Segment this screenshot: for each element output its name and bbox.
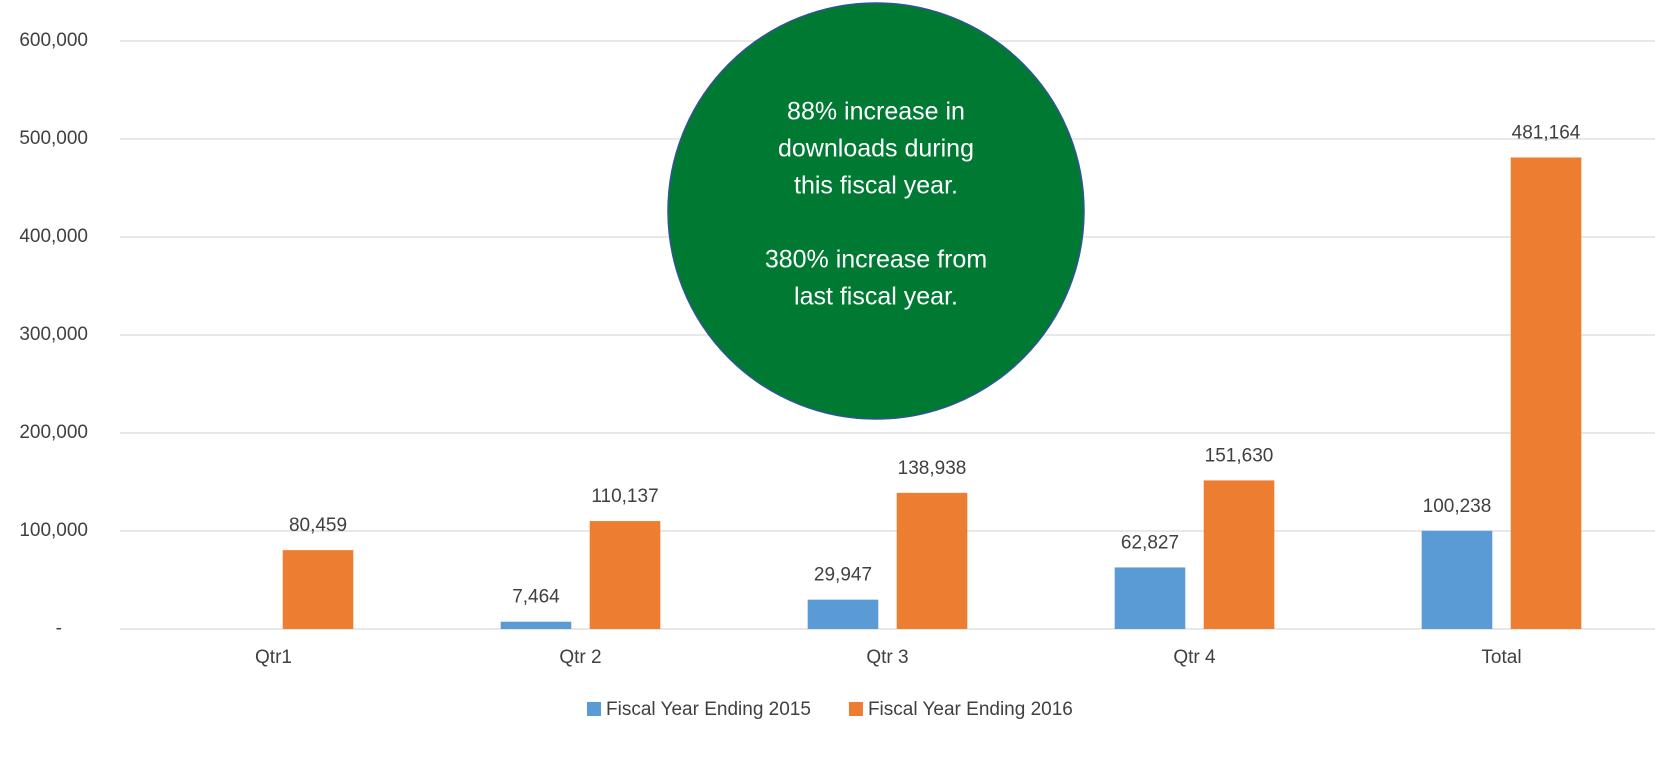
data-label: 138,938 [898,458,967,479]
annotation-text: 380% increase from [765,246,987,274]
bar [1421,530,1493,629]
y-tick-label: 300,000 [19,324,88,345]
bar [589,521,661,629]
x-tick-label: Qtr 4 [1173,647,1216,668]
annotation-text: this fiscal year. [794,172,958,200]
bar [1114,567,1186,629]
bar [500,621,572,629]
data-label: 100,238 [1423,496,1492,517]
x-tick-label: Qtr 2 [559,647,601,668]
y-tick-label: 100,000 [19,520,88,541]
legend-swatch [587,702,601,716]
annotation-text: last fiscal year. [794,283,958,311]
y-tick-label: 500,000 [19,128,88,149]
y-tick-label: - [56,618,62,639]
x-tick-label: Total [1481,647,1521,668]
bar [1203,480,1275,629]
data-label: 7,464 [512,587,560,608]
data-label: 151,630 [1205,445,1274,466]
y-tick-label: 400,000 [19,226,88,247]
data-label: 481,164 [1512,122,1581,143]
bar [282,550,354,629]
annotation-circle [667,2,1085,420]
bar [807,599,879,629]
x-tick-label: Qtr1 [255,647,292,668]
legend-label: Fiscal Year Ending 2015 [606,699,811,720]
y-tick-label: 200,000 [19,422,88,443]
x-tick-label: Qtr 3 [866,647,908,668]
legend-label: Fiscal Year Ending 2016 [868,699,1073,720]
annotation-text: downloads during [778,135,974,163]
bar [1510,157,1582,629]
y-tick-label: 600,000 [19,30,88,51]
data-label: 110,137 [591,486,658,507]
data-label: 62,827 [1121,532,1179,553]
data-label: 29,947 [814,565,872,586]
legend-swatch [848,702,863,716]
bar [896,492,968,629]
data-label: 80,459 [289,515,347,536]
annotation-text: 88% increase in [787,98,965,126]
